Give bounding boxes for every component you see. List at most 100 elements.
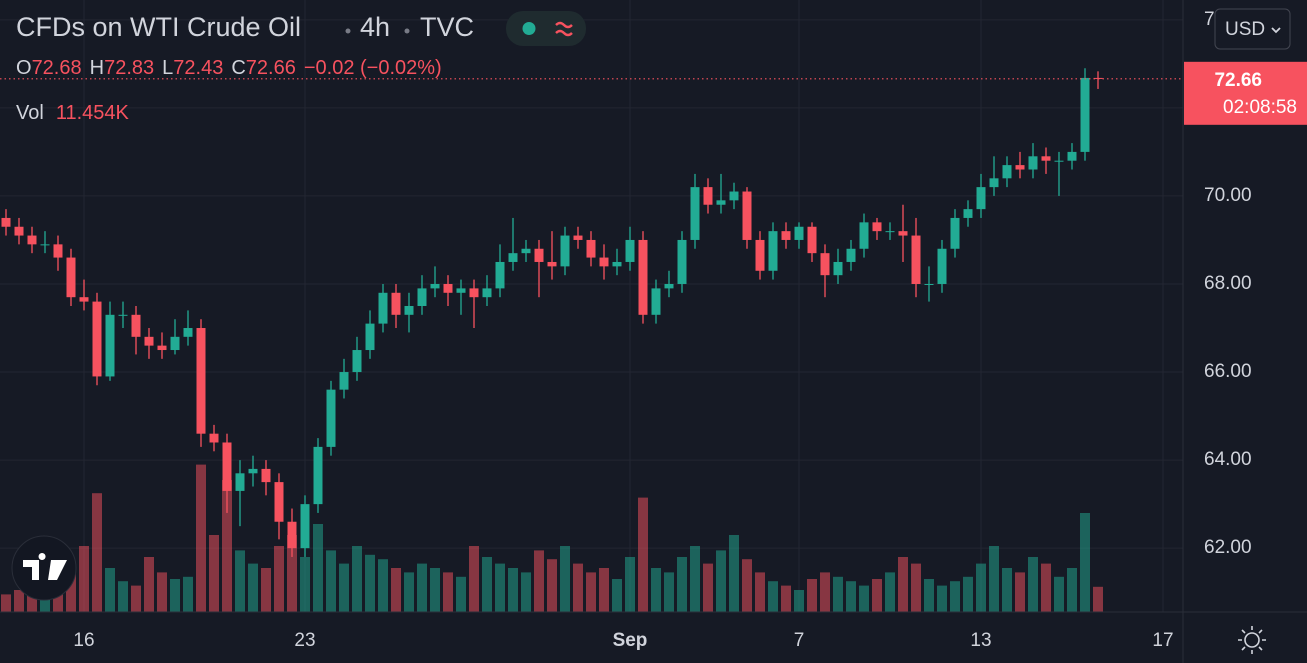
volume-bar (1093, 586, 1103, 612)
candle-body (872, 222, 882, 232)
x-tick-label: 17 (1152, 630, 1173, 651)
ohlc-value: 72.43 (173, 57, 223, 79)
volume-bar (872, 579, 882, 612)
sun-rays (1238, 626, 1266, 654)
candle-body (66, 257, 76, 298)
candle-body (196, 328, 206, 434)
x-tick-label: 13 (970, 630, 991, 651)
volume-bar (495, 563, 505, 612)
candle-body (807, 226, 817, 254)
candle-body (92, 301, 102, 377)
candle-body (365, 323, 375, 351)
volume-bar (1028, 557, 1038, 612)
x-tick-label: 16 (73, 630, 94, 651)
candle-body (157, 345, 167, 351)
candle-body (118, 314, 128, 316)
candle-body (963, 209, 973, 218)
settings-icon[interactable] (1238, 626, 1266, 654)
separator (345, 28, 351, 34)
volume-bar (417, 563, 427, 612)
volume-bar (170, 579, 180, 612)
volume-bar (651, 568, 661, 612)
volume-bar (456, 576, 466, 612)
candle-body (651, 288, 661, 315)
volume-bar (352, 546, 362, 612)
status-pill[interactable] (506, 11, 586, 46)
candle-body (391, 292, 401, 315)
volume-value: 11.454K (56, 102, 130, 124)
y-tick-label: 68.00 (1204, 273, 1252, 294)
candles (0, 68, 1183, 557)
candle-body (547, 261, 557, 267)
candle-body (950, 217, 960, 249)
candle-body (300, 504, 310, 549)
volume-bar (378, 559, 388, 612)
candle-body (183, 328, 193, 337)
candle-body (521, 248, 531, 254)
candle-body (742, 191, 752, 240)
candle-body (209, 433, 219, 443)
x-tick-label: 23 (294, 630, 315, 651)
volume-bar (638, 497, 648, 612)
volume-bar (534, 550, 544, 612)
candle-body (937, 248, 947, 284)
volume-bar (287, 535, 297, 612)
volume-bar (833, 576, 843, 612)
candle-body (378, 292, 388, 324)
volume-bar (820, 572, 830, 612)
candle-body (924, 283, 934, 285)
volume-bar (729, 535, 739, 612)
candle-body (534, 248, 544, 262)
candle-body (1041, 156, 1051, 161)
volume-bar (1080, 513, 1090, 612)
currency-button[interactable]: USD (1214, 8, 1291, 50)
volume-bar (859, 585, 869, 612)
interval: 4h (360, 12, 390, 42)
volume-bar (560, 546, 570, 612)
candle-body (612, 261, 622, 267)
ohlc-label: O (16, 57, 32, 79)
volume-bar (846, 581, 856, 612)
volume-label: Vol (16, 102, 44, 124)
volume-bar (703, 563, 713, 612)
volume-bar (66, 572, 76, 612)
candle-body (664, 283, 674, 289)
source: TVC (420, 12, 474, 42)
candle-body (456, 288, 466, 293)
logo[interactable] (11, 535, 77, 601)
volume-bar (664, 572, 674, 612)
volume-bar (183, 576, 193, 612)
x-tick-label: 7 (794, 630, 805, 651)
volume-bar (14, 590, 24, 612)
volume-bar (768, 581, 778, 612)
y-tick-label: 64.00 (1204, 449, 1252, 470)
volume-bar (92, 493, 102, 612)
candle-body (1067, 151, 1077, 161)
sun-core (1244, 632, 1260, 648)
chevron (1271, 27, 1281, 34)
volume-bar (430, 568, 440, 612)
candle-body (131, 314, 141, 337)
volume-bar (950, 581, 960, 612)
currency: USD (1225, 19, 1265, 40)
candle-body (846, 248, 856, 262)
volume-bar (599, 568, 609, 612)
candle-body (911, 235, 921, 284)
volume-bar (326, 550, 336, 612)
volume-bar (1041, 563, 1051, 612)
candle-body (1028, 156, 1038, 170)
ohlc-label: C (231, 57, 245, 79)
candle-body (14, 226, 24, 236)
volume-bar (976, 563, 986, 612)
candle-body (430, 283, 440, 289)
volume-bar (755, 572, 765, 612)
volume-bar (196, 464, 206, 612)
candle-body (898, 231, 908, 236)
candle-body (859, 222, 869, 249)
logo-circle (11, 535, 77, 601)
volume-bar (222, 480, 232, 612)
candle-body (144, 336, 154, 346)
volume-bar (781, 585, 791, 612)
candle-body (274, 482, 284, 522)
